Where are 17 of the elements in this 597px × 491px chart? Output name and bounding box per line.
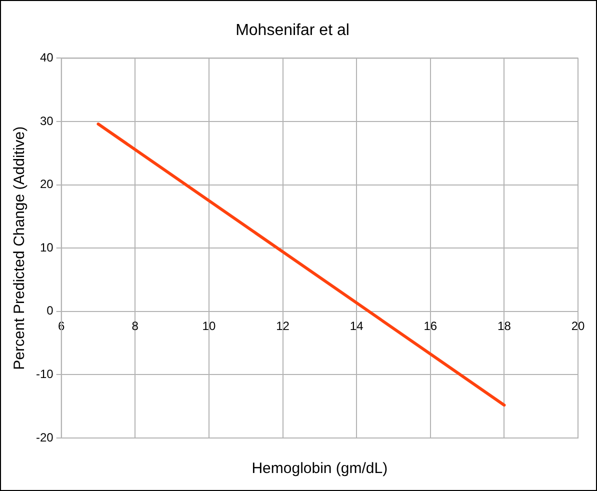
x-tick-label: 18 <box>498 318 512 333</box>
y-tick-label: -20 <box>36 430 54 444</box>
x-tick-label: 10 <box>202 318 216 333</box>
chart-title: Mohsenifar et al <box>236 22 350 40</box>
y-tick-label: 10 <box>40 240 54 254</box>
y-tick-label: 0 <box>46 304 54 318</box>
y-tick-label: 40 <box>40 50 54 65</box>
y-tick-label: -10 <box>36 367 54 382</box>
y-axis-title: Percent Predicted Change (Additive) <box>11 126 28 370</box>
y-tick-label: 30 <box>40 114 54 128</box>
x-tick-label: 8 <box>132 318 139 333</box>
y-tick-label: 20 <box>40 177 54 192</box>
x-tick-label: 14 <box>350 318 364 333</box>
x-tick-label: 20 <box>571 318 585 333</box>
x-axis-title: Hemoglobin (gm/dL) <box>252 460 388 478</box>
x-tick-label: 16 <box>424 318 438 333</box>
x-tick-label: 12 <box>276 318 290 333</box>
